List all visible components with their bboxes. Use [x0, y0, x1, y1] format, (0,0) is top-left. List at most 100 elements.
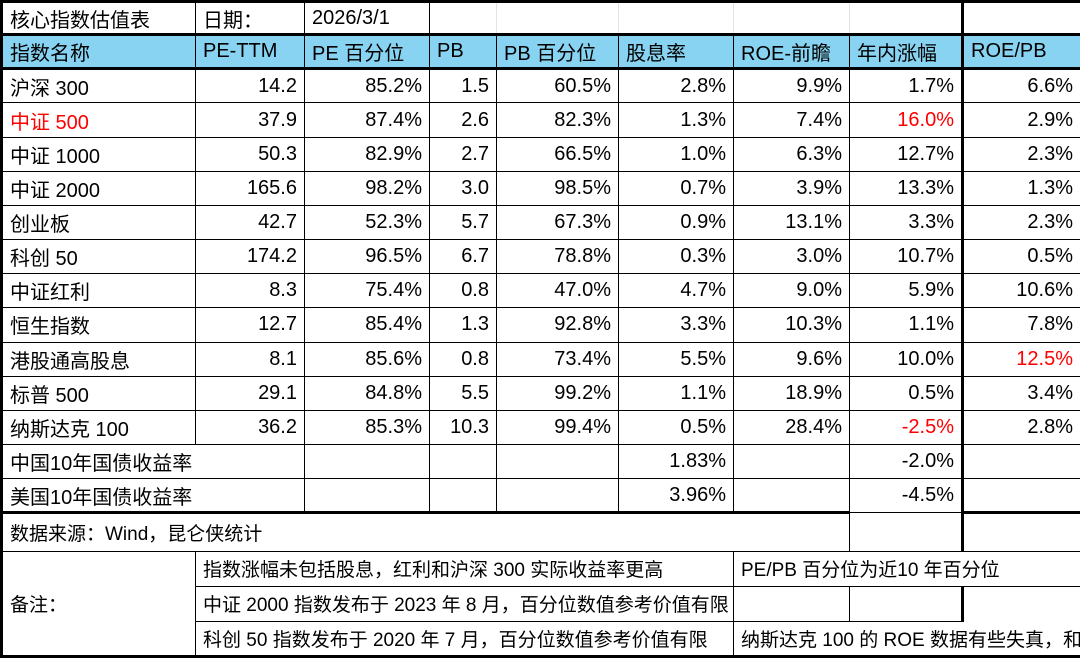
- cell-pb[interactable]: 2.6: [429, 102, 497, 138]
- cell-pb-pct[interactable]: 47.0%: [496, 273, 619, 309]
- cell-index-name[interactable]: 恒生指数: [1, 307, 196, 343]
- cell-pb[interactable]: 2.7: [429, 136, 497, 172]
- cell-index-name[interactable]: 港股通高股息: [1, 341, 196, 377]
- cell-ytd[interactable]: 10.7%: [849, 239, 963, 275]
- cell-ytd[interactable]: 16.0%: [849, 102, 963, 138]
- cell-pb-pct[interactable]: 60.5%: [496, 68, 619, 104]
- cell-ytd[interactable]: 12.7%: [849, 136, 963, 172]
- note-text[interactable]: 指数涨幅未包括股息，红利和沪深 300 实际收益率更高: [195, 550, 734, 587]
- cell-pb[interactable]: 5.7: [429, 204, 497, 241]
- cell-pb[interactable]: 10.3: [429, 409, 497, 446]
- cell-roe-fwd[interactable]: 3.0%: [733, 239, 850, 275]
- cell-index-name[interactable]: 标普 500: [1, 375, 196, 411]
- cell-roe-fwd[interactable]: 6.3%: [733, 136, 850, 172]
- cell-pb[interactable]: 1.3: [429, 307, 497, 343]
- empty-cell[interactable]: [304, 444, 430, 480]
- cell-roe-fwd[interactable]: 9.9%: [733, 68, 850, 104]
- cell-bond-name[interactable]: 中国10年国债收益率: [1, 444, 305, 480]
- cell-pe-pct[interactable]: 87.4%: [304, 102, 430, 138]
- empty-cell[interactable]: [961, 511, 1080, 552]
- empty-cell[interactable]: [618, 0, 734, 36]
- col-header-roe-fwd[interactable]: ROE-前瞻: [733, 33, 850, 71]
- date-value[interactable]: 2026/3/1: [304, 0, 430, 36]
- cell-index-name[interactable]: 创业板: [1, 204, 196, 241]
- col-header-pb-pct[interactable]: PB 百分位: [496, 33, 619, 71]
- cell-roe-pb[interactable]: 10.6%: [961, 273, 1080, 309]
- cell-index-name[interactable]: 中证 500: [1, 102, 196, 138]
- note-text[interactable]: 中证 2000 指数发布于 2023 年 8 月，百分位数值参考价值有限: [195, 585, 734, 622]
- cell-pb-pct[interactable]: 98.5%: [496, 170, 619, 206]
- cell-ytd[interactable]: 5.9%: [849, 273, 963, 309]
- cell-pe-ttm[interactable]: 36.2: [195, 409, 305, 446]
- empty-cell[interactable]: [849, 512, 963, 552]
- cell-ytd[interactable]: 1.7%: [849, 68, 963, 104]
- cell-ytd[interactable]: 3.3%: [849, 204, 963, 241]
- cell-index-name[interactable]: 纳斯达克 100: [1, 409, 196, 446]
- cell-roe-pb[interactable]: 7.8%: [961, 307, 1080, 343]
- cell-div-yield[interactable]: 0.3%: [618, 239, 734, 275]
- empty-cell[interactable]: [304, 478, 430, 514]
- col-header-pe-pct[interactable]: PE 百分位: [304, 33, 430, 71]
- cell-pe-ttm[interactable]: 14.2: [195, 68, 305, 104]
- cell-div-yield[interactable]: 1.1%: [618, 375, 734, 411]
- note-text[interactable]: 科创 50 指数发布于 2020 年 7 月，百分位数值参考价值有限: [195, 620, 734, 658]
- empty-cell[interactable]: [496, 0, 619, 36]
- cell-roe-pb[interactable]: 12.5%: [961, 341, 1080, 377]
- cell-roe-pb[interactable]: 1.3%: [961, 170, 1080, 206]
- col-header-div-yield[interactable]: 股息率: [618, 33, 734, 71]
- cell-div-yield[interactable]: 1.83%: [618, 444, 734, 480]
- cell-index-name[interactable]: 沪深 300: [1, 68, 196, 104]
- cell-pe-pct[interactable]: 82.9%: [304, 136, 430, 172]
- cell-pe-pct[interactable]: 96.5%: [304, 239, 430, 275]
- cell-ytd[interactable]: 1.1%: [849, 307, 963, 343]
- cell-pe-pct[interactable]: 85.6%: [304, 341, 430, 377]
- cell-pe-pct[interactable]: 84.8%: [304, 375, 430, 411]
- cell-pe-ttm[interactable]: 165.6: [195, 170, 305, 206]
- cell-pe-pct[interactable]: 85.3%: [304, 409, 430, 446]
- empty-cell[interactable]: [429, 444, 497, 480]
- note-text[interactable]: 纳斯达克 100 的 ROE 数据有些失真，和超: [733, 621, 1080, 658]
- cell-div-yield[interactable]: 0.9%: [618, 204, 734, 241]
- col-header-index-name[interactable]: 指数名称: [1, 33, 196, 71]
- cell-roe-fwd[interactable]: 9.0%: [733, 273, 850, 309]
- cell-pe-ttm[interactable]: 42.7: [195, 204, 305, 241]
- cell-pb[interactable]: 3.0: [429, 170, 497, 206]
- cell-pb-pct[interactable]: 92.8%: [496, 307, 619, 343]
- cell-div-yield[interactable]: 1.3%: [618, 102, 734, 138]
- cell-div-yield[interactable]: 1.0%: [618, 136, 734, 172]
- empty-cell[interactable]: [849, 0, 963, 36]
- cell-ytd[interactable]: -2.5%: [849, 409, 963, 446]
- cell-roe-fwd[interactable]: 9.6%: [733, 341, 850, 377]
- cell-div-yield[interactable]: 0.7%: [618, 170, 734, 206]
- cell-roe-pb[interactable]: 6.6%: [961, 68, 1080, 104]
- cell-pb-pct[interactable]: 99.2%: [496, 375, 619, 411]
- cell-roe-pb[interactable]: 2.8%: [961, 409, 1080, 446]
- empty-cell[interactable]: [429, 478, 497, 514]
- col-header-ytd[interactable]: 年内涨幅: [849, 33, 963, 71]
- col-header-roe-pb[interactable]: ROE/PB: [961, 33, 1080, 71]
- cell-pb-pct[interactable]: 78.8%: [496, 239, 619, 275]
- empty-cell[interactable]: [733, 0, 850, 36]
- cell-roe-pb[interactable]: 2.9%: [961, 102, 1080, 138]
- cell-div-yield[interactable]: 5.5%: [618, 341, 734, 377]
- cell-roe-pb[interactable]: 2.3%: [961, 204, 1080, 241]
- cell-bond-name[interactable]: 美国10年国债收益率: [1, 478, 305, 514]
- empty-cell[interactable]: [733, 478, 850, 514]
- cell-pb-pct[interactable]: 99.4%: [496, 409, 619, 446]
- cell-pe-ttm[interactable]: 50.3: [195, 136, 305, 172]
- cell-ytd[interactable]: 0.5%: [849, 375, 963, 411]
- cell-pe-ttm[interactable]: 8.1: [195, 341, 305, 377]
- cell-roe-fwd[interactable]: 28.4%: [733, 409, 850, 446]
- empty-cell[interactable]: [496, 444, 619, 480]
- cell-pe-pct[interactable]: 75.4%: [304, 273, 430, 309]
- cell-roe-fwd[interactable]: 18.9%: [733, 375, 850, 411]
- cell-roe-fwd[interactable]: 10.3%: [733, 307, 850, 343]
- empty-cell[interactable]: [961, 478, 1080, 514]
- cell-div-yield[interactable]: 3.96%: [618, 478, 734, 514]
- cell-pe-ttm[interactable]: 29.1: [195, 375, 305, 411]
- cell-pb[interactable]: 5.5: [429, 375, 497, 411]
- empty-cell[interactable]: [961, 0, 1080, 36]
- cell-pb-pct[interactable]: 73.4%: [496, 341, 619, 377]
- cell-roe-fwd[interactable]: 7.4%: [733, 102, 850, 138]
- cell-pb[interactable]: 0.8: [429, 341, 497, 377]
